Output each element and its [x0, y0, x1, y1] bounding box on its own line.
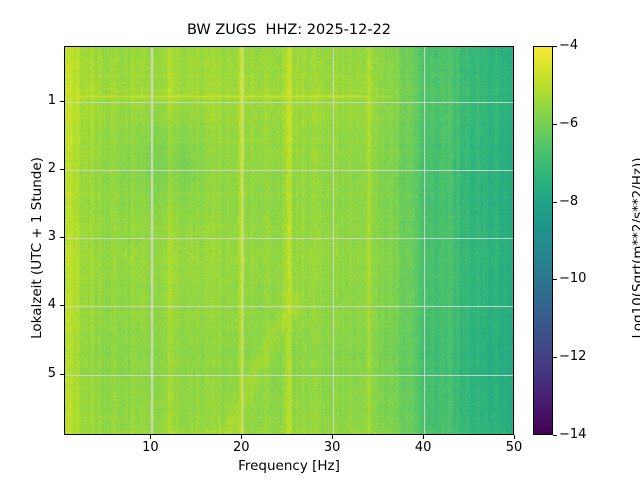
spectrogram-axes: [64, 46, 514, 435]
x-tick-mark: [332, 435, 334, 439]
x-tick-label: 20: [233, 440, 250, 455]
colorbar-tick-mark: [553, 201, 557, 203]
colorbar-tick-mark: [553, 357, 557, 359]
y-tick-label: 4: [47, 297, 56, 313]
x-tick-mark: [514, 435, 516, 439]
colorbar-tick-mark: [553, 435, 557, 437]
y-tick-label: 1: [47, 92, 56, 108]
y-tick-label: 2: [47, 160, 56, 176]
colorbar-tick-label: −6: [559, 115, 579, 131]
page-title: BW ZUGS HHZ: 2025-12-22: [186, 22, 392, 38]
colorbar: [533, 46, 553, 435]
y-tick-label: 3: [47, 229, 56, 245]
y-tick-mark: [60, 373, 64, 375]
x-tick-label: 50: [505, 440, 523, 455]
x-tick-label: 10: [142, 440, 159, 455]
x-axis-label: Frequency [Hz]: [238, 458, 340, 474]
x-tick-mark: [423, 435, 425, 439]
x-tick-mark: [241, 435, 243, 439]
y-tick-mark: [60, 100, 64, 102]
colorbar-gradient: [534, 47, 552, 434]
x-tick-label: 40: [414, 440, 432, 455]
x-tick-label: 30: [323, 440, 341, 455]
colorbar-tick-label: −14: [559, 427, 587, 442]
x-tick-mark: [150, 435, 152, 439]
colorbar-tick-label: −4: [559, 38, 579, 53]
y-tick-label: 5: [47, 365, 56, 381]
spectrogram-image: [65, 47, 513, 434]
y-axis-label: Lokalzeit (UTC + 1 Stunde): [29, 157, 45, 339]
y-tick-mark: [60, 305, 64, 307]
colorbar-tick-mark: [553, 123, 557, 125]
y-tick-mark: [60, 168, 64, 170]
colorbar-tick-label: −10: [559, 271, 587, 287]
colorbar-tick-label: −8: [559, 193, 579, 209]
colorbar-tick-mark: [553, 279, 557, 281]
colorbar-label: Log10(Sqrt(m**2/s**2/Hz)): [630, 157, 640, 339]
colorbar-tick-label: −12: [559, 349, 587, 365]
y-tick-mark: [60, 237, 64, 239]
colorbar-tick-mark: [553, 46, 557, 48]
